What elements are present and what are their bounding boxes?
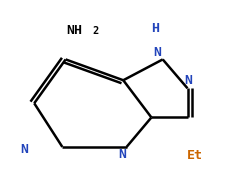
Text: N: N [20, 143, 28, 156]
Text: H: H [151, 22, 159, 35]
Text: 2: 2 [92, 26, 98, 36]
Text: Et: Et [187, 149, 203, 162]
Text: N: N [153, 47, 161, 59]
Text: NH: NH [66, 24, 82, 37]
Text: N: N [118, 148, 126, 161]
Text: N: N [184, 74, 192, 87]
